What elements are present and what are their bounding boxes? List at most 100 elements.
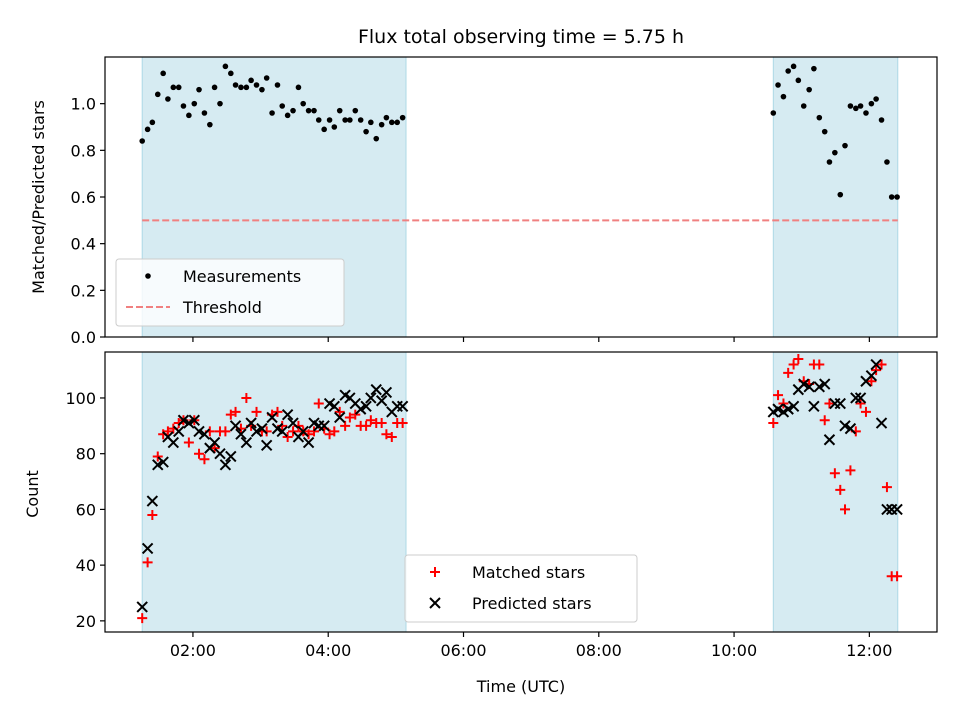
predicted-star-point [318,420,330,432]
measurement-point [326,117,333,123]
legend-predicted-marker [429,597,441,609]
matched-star-point [835,484,846,495]
measurement-point [399,114,406,121]
measurement-point [857,103,864,109]
matched-star-point [778,398,789,409]
predicted-star-point [157,456,169,468]
counts-ytick-label: 100 [65,389,96,408]
measurement-point [826,159,833,165]
measurement-point [191,100,198,107]
predicted-star-point [870,358,882,371]
matched-star-point [829,468,840,479]
counts-ytick-label: 20 [76,612,96,631]
measurement-point [238,84,244,91]
measurement-point [248,77,254,84]
measurement-point [207,121,213,128]
counts-series-1 [136,358,903,613]
legend-matched-label: Matched stars [472,563,585,582]
measurement-point [295,84,302,91]
measurement-point [847,103,854,109]
predicted-star-point [787,400,800,413]
predicted-star-point [370,383,382,396]
ratio-ytick-label: 0.8 [71,141,96,160]
measurement-point [222,63,229,70]
measurement-point [186,112,192,119]
predicted-star-point [819,378,831,390]
measurement-point [389,119,395,126]
measurement-point [290,107,296,114]
matched-star-point [845,465,856,476]
measurement-point [300,100,306,107]
ratio-legend-box [115,258,345,327]
measurement-point [853,105,859,112]
measurement-point [196,86,202,93]
matched-star-point [183,437,194,448]
matched-star-point [860,406,871,417]
measurement-point [274,82,281,88]
predicted-star-point [173,425,185,438]
matched-star-point [137,613,148,624]
measurement-point [180,103,187,109]
measurement-point [284,112,291,119]
measurement-point [806,86,812,93]
measurement-point [770,110,777,116]
predicted-star-point [240,436,253,449]
matched-star-point [768,418,779,429]
matched-star-point [199,454,210,465]
predicted-star-point [850,392,862,404]
predicted-star-point [276,425,288,438]
predicted-star-point [136,601,148,613]
measurement-point [175,84,182,91]
measurement-point [821,128,828,135]
measurement-point [832,149,838,156]
matched-star-point [230,406,241,417]
ratio-observing-span-1 [772,56,899,338]
measurement-point [816,114,823,121]
matched-star-point [376,418,387,429]
matched-star-point [855,398,866,409]
matched-star-point [340,420,351,431]
predicted-star-point [260,439,273,452]
measurement-point [315,117,322,123]
predicted-star-point [782,403,794,415]
predicted-star-point [225,450,237,463]
predicted-star-point [287,417,299,429]
predicted-star-point [844,422,857,435]
predicted-star-point [235,428,247,440]
measurement-point [336,107,343,114]
predicted-star-point [823,434,836,446]
measurement-point [790,63,797,70]
measurement-point [243,84,250,91]
counts-observing-span-1 [772,351,899,633]
predicted-star-point [865,369,878,382]
measurement-point [363,128,369,135]
measurement-point [894,194,900,200]
measurement-point [811,65,817,72]
count-xlabel: Time (UTC) [476,677,565,696]
counts-axes-frame [104,351,938,633]
measurement-point [321,126,327,133]
legend-predicted-label: Predicted stars [472,594,592,613]
measurement-point [259,86,265,93]
matched-star-point [783,367,794,378]
predicted-star-point [334,411,346,424]
matched-star-point [334,406,345,417]
measurement-point [863,110,869,116]
measurement-point [144,126,151,133]
measurement-point [868,100,875,107]
predicted-star-point [256,422,268,435]
measurement-point [154,91,161,98]
predicted-star-point [188,414,200,426]
matched-star-point [381,429,392,440]
matched-star-point [793,353,804,364]
measurement-point [263,75,270,81]
counts-series-0 [137,353,903,624]
measurement-point [139,138,146,144]
predicted-star-point [141,542,154,555]
measurement-point [347,117,353,123]
predicted-star-point [152,459,164,471]
matched-star-point [350,409,361,420]
matched-star-point [840,504,851,515]
legend-measurements-label: Measurements [183,267,301,286]
